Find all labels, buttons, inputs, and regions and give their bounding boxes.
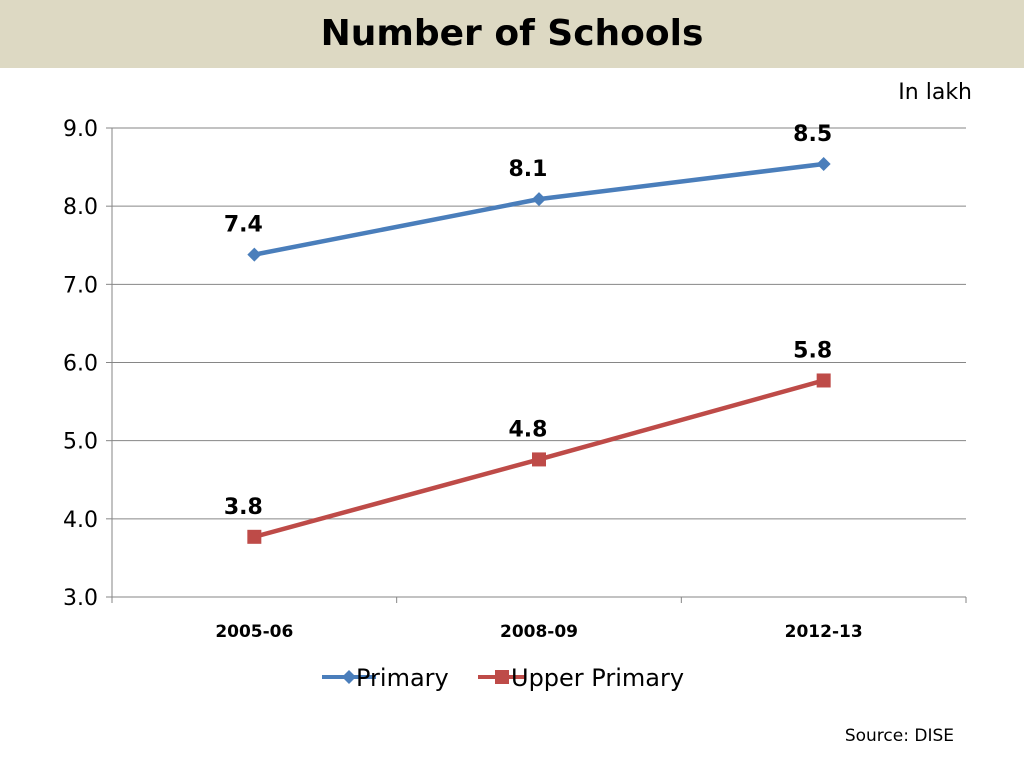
unit-note: In lakh [898, 80, 972, 105]
legend-marker [495, 670, 509, 684]
x-tick-label: 2008-09 [500, 622, 578, 642]
data-point [247, 529, 262, 544]
data-label: 8.5 [793, 122, 832, 147]
y-tick-label: 5.0 [63, 430, 98, 455]
y-tick-label: 7.0 [63, 273, 98, 298]
data-label: 3.8 [224, 495, 263, 520]
legend-label: Upper Primary [511, 664, 684, 692]
legend-marker [342, 670, 356, 684]
y-tick-label: 8.0 [63, 195, 98, 220]
data-label: 7.4 [224, 213, 263, 238]
y-tick-label: 6.0 [63, 352, 98, 377]
data-label: 4.8 [509, 417, 548, 442]
data-point [532, 452, 546, 467]
data-point [247, 247, 262, 262]
y-tick-label: 3.0 [63, 586, 98, 611]
data-point [532, 192, 546, 207]
source-note: Source: DISE [844, 726, 954, 746]
x-tick-label: 2012-13 [785, 622, 863, 642]
legend-label: Primary [356, 664, 449, 692]
title-bar [0, 0, 1024, 68]
y-tick-label: 9.0 [63, 117, 98, 142]
data-point [816, 156, 831, 171]
x-tick-label: 2005-06 [215, 622, 293, 642]
y-tick-label: 4.0 [63, 508, 98, 533]
page-title: Number of Schools [320, 13, 704, 54]
data-label: 8.1 [509, 157, 548, 182]
data-point [816, 373, 831, 388]
data-label: 5.8 [793, 338, 832, 363]
